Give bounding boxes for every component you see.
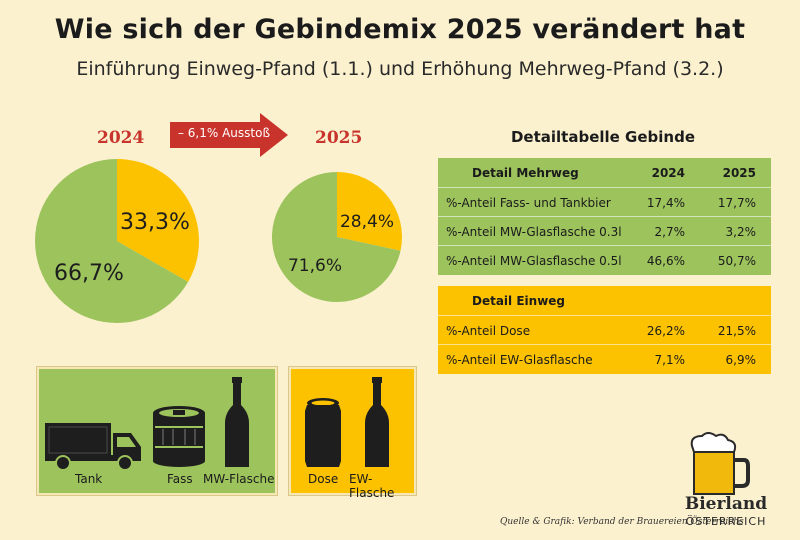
table-row: %-Anteil MW-Glasflasche 0.3l 2,7% 3,2% — [438, 217, 771, 246]
pie-2025-label-1: 71,6% — [288, 256, 342, 276]
source-note: Quelle & Grafik: Verband der Brauereien … — [500, 517, 744, 527]
table-header-row: Detail Einweg — [438, 286, 771, 316]
cell-2025: 6,9% — [725, 353, 757, 367]
arrow-shape — [170, 113, 288, 157]
bottle-icon — [365, 377, 389, 467]
pie-2024-slice-1 — [34, 159, 189, 323]
pie-2025-slice-0 — [337, 172, 402, 251]
can-icon — [305, 398, 341, 467]
table-row: %-Anteil EW-Glasflasche 7,1% 6,9% — [438, 345, 771, 374]
table-header-row: Detail Mehrweg 2024 2025 — [438, 158, 771, 188]
cell-2024: 7,1% — [654, 353, 686, 367]
table-row: %-Anteil MW-Glasflasche 0.5l 46,6% 50,7% — [438, 246, 771, 275]
row-label: %-Anteil EW-Glasflasche — [446, 353, 593, 367]
logo-text: Bierland — [684, 494, 768, 514]
legend-label-ew-flasche: EW-Flasche — [349, 472, 395, 500]
bottle-icon — [225, 377, 249, 467]
page-subtitle: Einführung Einweg-Pfand (1.1.) und Erhöh… — [76, 58, 724, 80]
logo-subtext: ÖSTERREICH — [685, 515, 767, 528]
pie-2024-title: 2024 — [97, 128, 145, 148]
legend-label-tank: Tank — [75, 472, 103, 486]
row-label: %-Anteil Dose — [446, 324, 531, 338]
truck-icon — [45, 423, 141, 471]
pie-2024-label-1: 66,7% — [54, 261, 124, 286]
page-title: Wie sich der Gebindemix 2025 verändert h… — [54, 14, 746, 45]
column-header-2024: 2024 — [651, 166, 685, 180]
cell-2025: 21,5% — [717, 324, 756, 338]
row-label: %-Anteil Fass- und Tankbier — [446, 196, 611, 210]
beer-mug-icon — [690, 432, 750, 495]
table-group-title: Detail Mehrweg — [472, 166, 579, 180]
legend-label-dose: Dose — [308, 472, 339, 486]
legend-label-fass: Fass — [167, 472, 193, 486]
keg-icon — [153, 406, 205, 467]
decline-label: – 6,1% Ausstoß — [177, 126, 271, 140]
cell-2024: 46,6% — [646, 254, 685, 268]
row-label: %-Anteil MW-Glasflasche 0.3l — [446, 225, 622, 239]
pie-2025-label-0: 28,4% — [340, 212, 394, 232]
column-header-2025: 2025 — [722, 166, 756, 180]
detail-table-title: Detailtabelle Gebinde — [510, 128, 696, 146]
pie-2024-slice-0 — [117, 159, 199, 282]
pie-2024-label-0: 33,3% — [120, 210, 190, 235]
cell-2024: 26,2% — [646, 324, 685, 338]
pie-2025-title: 2025 — [315, 128, 363, 148]
table-group-title: Detail Einweg — [472, 294, 566, 308]
table-row: %-Anteil Dose 26,2% 21,5% — [438, 316, 771, 345]
row-label: %-Anteil MW-Glasflasche 0.5l — [446, 254, 622, 268]
legend-label-mw-flasche: MW-Flasche — [203, 472, 275, 486]
cell-2025: 17,7% — [717, 196, 756, 210]
pie-charts: 33,3% 66,7% 28,4% 71,6% — [34, 159, 402, 323]
table-row: %-Anteil Fass- und Tankbier 17,4% 17,7% — [438, 188, 771, 217]
legend-mehrweg-box: Tank Fass MW-Flasche — [37, 367, 277, 495]
cell-2024: 2,7% — [654, 225, 686, 239]
cell-2025: 50,7% — [717, 254, 756, 268]
legend-einweg-box: Dose EW-Flasche — [289, 367, 416, 500]
decline-arrow: – 6,1% Ausstoß — [170, 113, 290, 157]
table-einweg: Detail Einweg %-Anteil Dose 26,2% 21,5% … — [438, 286, 771, 374]
cell-2025: 3,2% — [725, 225, 757, 239]
table-mehrweg: Detail Mehrweg 2024 2025 %-Anteil Fass- … — [438, 158, 771, 275]
cell-2024: 17,4% — [646, 196, 685, 210]
pie-2025-slice-1 — [272, 172, 401, 302]
